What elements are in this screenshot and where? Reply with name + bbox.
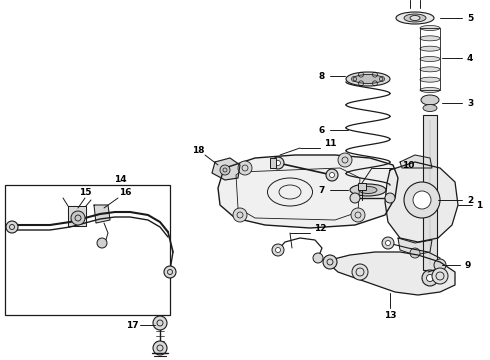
Ellipse shape: [353, 75, 383, 84]
Polygon shape: [398, 238, 432, 255]
Circle shape: [404, 182, 440, 218]
Bar: [423, 115, 437, 270]
Ellipse shape: [420, 26, 440, 31]
Text: 4: 4: [467, 54, 473, 63]
Circle shape: [220, 165, 230, 175]
Bar: [358, 183, 366, 190]
Circle shape: [272, 244, 284, 256]
Polygon shape: [385, 162, 458, 242]
Polygon shape: [400, 155, 432, 168]
Text: 1: 1: [476, 201, 482, 210]
Circle shape: [329, 172, 335, 177]
Circle shape: [71, 211, 85, 225]
Text: 17: 17: [126, 320, 138, 329]
Bar: [270, 158, 276, 168]
Circle shape: [313, 253, 323, 263]
Polygon shape: [218, 155, 398, 228]
Ellipse shape: [346, 72, 390, 86]
Text: 2: 2: [467, 195, 473, 204]
Text: 3: 3: [467, 99, 473, 108]
Circle shape: [275, 248, 280, 252]
Text: 10: 10: [402, 161, 414, 170]
Ellipse shape: [420, 36, 440, 41]
Circle shape: [153, 341, 167, 355]
Text: 18: 18: [192, 145, 204, 154]
Circle shape: [275, 161, 280, 166]
Ellipse shape: [420, 46, 440, 51]
Circle shape: [385, 193, 395, 203]
Text: 7: 7: [319, 185, 325, 194]
Bar: [5, 185, 170, 315]
Polygon shape: [212, 158, 240, 180]
Polygon shape: [330, 252, 455, 295]
Circle shape: [410, 248, 420, 258]
Circle shape: [323, 255, 337, 269]
Ellipse shape: [421, 95, 439, 105]
Text: 16: 16: [119, 188, 131, 197]
Circle shape: [422, 270, 438, 286]
Polygon shape: [68, 206, 86, 226]
Ellipse shape: [350, 184, 386, 196]
Text: 13: 13: [384, 310, 396, 320]
Text: 6: 6: [319, 126, 325, 135]
Ellipse shape: [404, 14, 426, 22]
Circle shape: [272, 157, 284, 169]
Text: 12: 12: [314, 224, 326, 233]
Circle shape: [164, 266, 176, 278]
Text: 8: 8: [319, 72, 325, 81]
Text: 14: 14: [114, 175, 126, 184]
Ellipse shape: [420, 67, 440, 72]
Circle shape: [233, 208, 247, 222]
Circle shape: [153, 316, 167, 330]
Ellipse shape: [423, 104, 437, 112]
Circle shape: [432, 268, 448, 284]
Circle shape: [6, 221, 18, 233]
Polygon shape: [94, 205, 110, 223]
Text: 5: 5: [467, 14, 473, 23]
Circle shape: [350, 193, 360, 203]
Text: 9: 9: [465, 261, 471, 270]
Circle shape: [386, 240, 391, 246]
Circle shape: [413, 191, 431, 209]
Ellipse shape: [396, 12, 434, 24]
Text: 15: 15: [79, 188, 91, 197]
Circle shape: [326, 169, 338, 181]
Circle shape: [382, 237, 394, 249]
Circle shape: [352, 264, 368, 280]
Ellipse shape: [420, 57, 440, 62]
Ellipse shape: [410, 15, 420, 21]
Ellipse shape: [420, 87, 440, 93]
Circle shape: [338, 153, 352, 167]
Circle shape: [351, 208, 365, 222]
Ellipse shape: [420, 77, 440, 82]
Circle shape: [426, 274, 434, 282]
Circle shape: [434, 259, 446, 271]
Text: 11: 11: [324, 139, 336, 148]
Ellipse shape: [359, 186, 377, 194]
Circle shape: [97, 238, 107, 248]
Circle shape: [238, 161, 252, 175]
